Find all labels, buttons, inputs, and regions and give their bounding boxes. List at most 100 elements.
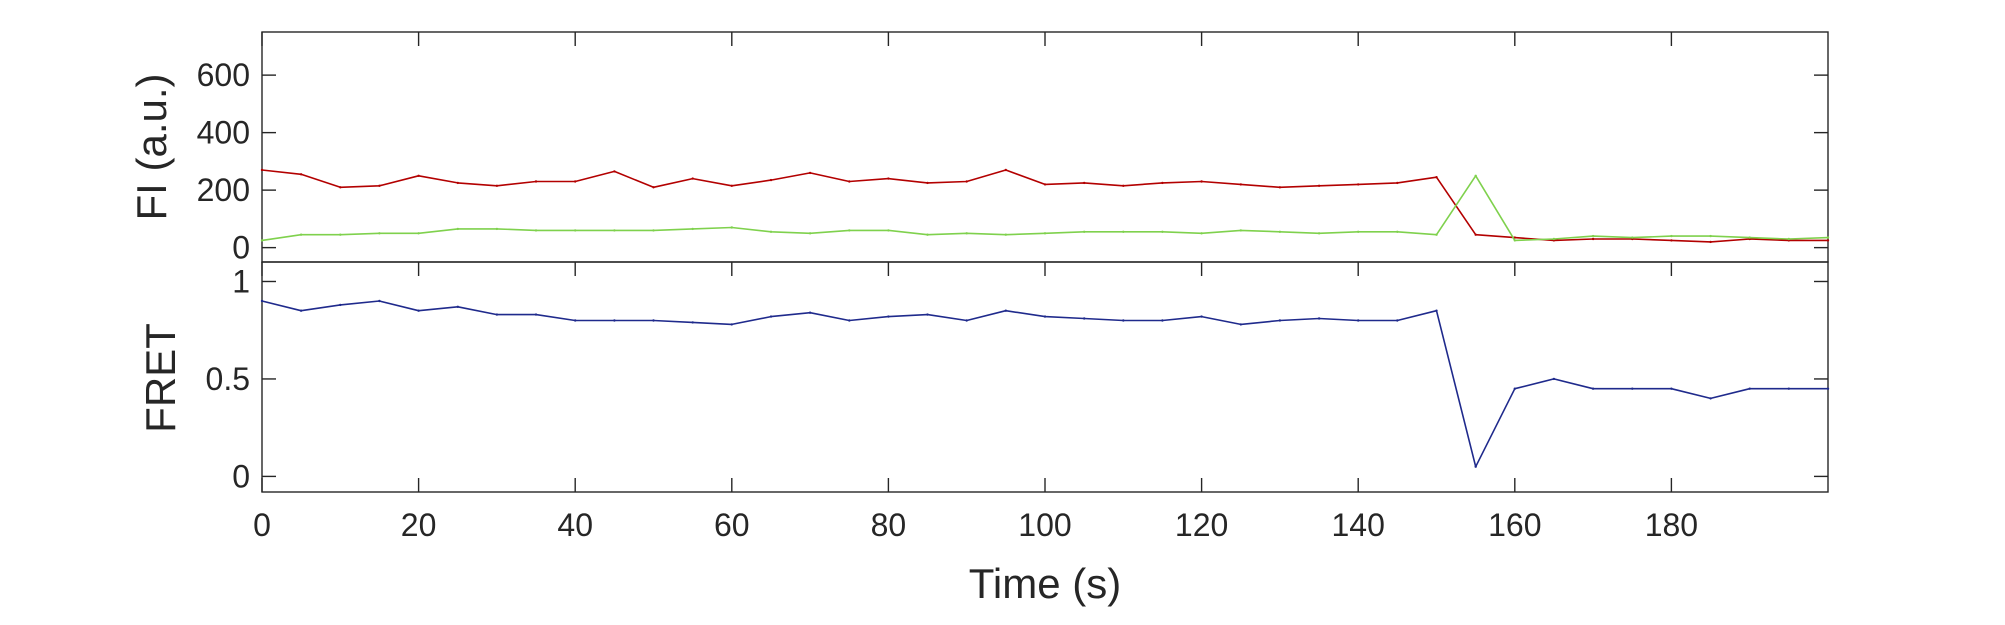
fluorescence-series-1-point <box>808 232 812 235</box>
fluorescence-y-tick-label: 0 <box>232 230 250 266</box>
fret-series-0-point <box>1161 319 1164 322</box>
fluorescence-series-1-point <box>926 233 929 236</box>
fluorescence-series-0-point <box>1122 184 1125 187</box>
fluorescence-series-0-point <box>1591 237 1595 241</box>
fluorescence-series-0-point <box>534 180 538 183</box>
fluorescence-series-0-point <box>730 184 733 187</box>
fret-series-0-point <box>965 319 968 322</box>
fret-series-group <box>260 299 1830 468</box>
fluorescence-series-0-point <box>1670 239 1673 242</box>
fluorescence-series-0-point <box>1239 183 1243 186</box>
fluorescence-series-0-point <box>1200 180 1203 183</box>
fret-series-0-point <box>1474 465 1477 468</box>
fluorescence-series-1-point <box>1513 239 1517 242</box>
fret-series-0-point <box>574 319 577 322</box>
fret-series-0-point <box>1826 387 1830 390</box>
fluorescence-series-1-point <box>299 233 303 236</box>
fluorescence-series-0-point <box>887 177 890 180</box>
fluorescence-series-1-point <box>1748 236 1751 239</box>
fret-series-0-point <box>1787 387 1791 390</box>
time-x-axis-title: Time (s) <box>969 560 1121 607</box>
fluorescence-series-0-point <box>1004 168 1007 172</box>
fluorescence-series-1-point <box>456 227 459 231</box>
fret-series-0-point <box>691 321 694 324</box>
fluorescence-series-0-point <box>1474 233 1477 236</box>
fluorescence-series-0-point <box>769 178 773 182</box>
fluorescence-series-1-point <box>1357 230 1360 233</box>
fluorescence-series-0-point <box>1826 239 1830 242</box>
time-x-tick-label: 160 <box>1488 507 1541 543</box>
fret-series-0-point <box>769 315 773 318</box>
fret-series-0-point <box>1278 319 1282 322</box>
fret-series-0-point <box>1200 315 1203 318</box>
time-x-tick-label: 100 <box>1018 507 1071 543</box>
fret-series-0-point <box>299 309 303 312</box>
time-x-ticks: 0 20 40 60 80 100 120 140 160 180 <box>253 262 1698 543</box>
fluorescence-series-1-point <box>495 227 499 231</box>
fluorescence-series-1-point <box>378 232 381 235</box>
fret-series-0-point <box>260 299 264 303</box>
fret-series-0-point <box>887 315 890 318</box>
fret-series-0-point <box>1043 315 1047 318</box>
fluorescence-y-tick-label: 400 <box>197 115 250 151</box>
fluorescence-series-0-point <box>1043 183 1047 186</box>
fluorescence-series-1-point <box>613 229 616 232</box>
fret-y-tick-label: 0 <box>232 458 250 494</box>
fluorescence-series-0-point <box>456 181 459 185</box>
fret-series-0-point <box>808 311 812 314</box>
fluorescence-series-0-point <box>613 170 616 173</box>
time-x-tick-label: 20 <box>401 507 437 543</box>
fluorescence-series-1-point <box>965 232 968 235</box>
fluorescence-series-0-point <box>691 177 694 180</box>
fret-series-0-point <box>1748 387 1751 390</box>
fluorescence-series-0-point <box>260 168 264 172</box>
fret-series-0-point <box>730 323 733 326</box>
fluorescence-series-1-point <box>534 229 538 232</box>
fret-series-0 <box>261 300 1828 468</box>
fluorescence-series-1-point <box>887 229 890 232</box>
fret-series-0-point <box>1435 309 1438 312</box>
fret-series-0-point <box>417 309 420 312</box>
time-x-tick-label: 40 <box>557 507 593 543</box>
time-x-tick-label: 180 <box>1645 507 1698 543</box>
fluorescence-series-1-point <box>1239 229 1243 232</box>
fret-series-0-point <box>1004 309 1007 312</box>
time-x-tick-label: 80 <box>871 507 907 543</box>
fret-series-0-point <box>495 313 499 316</box>
fluorescence-series-1-point <box>1317 232 1321 235</box>
fret-panel: 00.51 0 20 40 60 80 100 120 140 160 180 FRET Time… <box>137 261 1830 607</box>
fluorescence-series-0-point <box>1083 181 1086 185</box>
fret-y-tick-label: 1 <box>232 263 250 299</box>
fluorescence-y-tick-label: 200 <box>197 172 250 208</box>
fluorescence-series-0-point <box>1278 186 1282 189</box>
fluorescence-series-1-point <box>691 227 694 231</box>
fret-series-0-point <box>1709 397 1712 400</box>
time-x-tick-label: 140 <box>1332 507 1385 543</box>
fluorescence-series-1-point <box>1083 230 1086 233</box>
fluorescence-series-0-point <box>1435 176 1438 179</box>
fluorescence-series-0-point <box>339 186 342 189</box>
time-x-tick-label: 60 <box>714 507 750 543</box>
fluorescence-series-1-point <box>1200 232 1203 235</box>
fluorescence-series-1-point <box>1787 237 1791 241</box>
fluorescence-series-1-point <box>1826 236 1830 239</box>
fluorescence-series-0-point <box>1709 240 1712 244</box>
fluorescence-panel: 0 200 400 600 FI (a.u.) <box>128 31 1830 266</box>
fluorescence-series-0 <box>261 169 1828 243</box>
fluorescence-series-1-point <box>1435 233 1438 236</box>
fluorescence-series-1-point <box>652 229 655 232</box>
fret-series-0-point <box>339 303 342 307</box>
fret-series-0-point <box>1591 387 1595 390</box>
time-x-tick-label: 0 <box>253 507 271 543</box>
fluorescence-series-0-point <box>495 184 499 187</box>
fluorescence-series-1-point <box>339 233 342 236</box>
fluorescence-series-1-point <box>848 229 851 232</box>
fret-series-0-point <box>1396 319 1399 322</box>
time-x-tick-label: 120 <box>1175 507 1228 543</box>
fluorescence-series-0-point <box>965 180 968 183</box>
fluorescence-series-0-point <box>926 181 929 185</box>
fret-series-0-point <box>613 319 616 322</box>
fluorescence-series-group <box>260 168 1830 244</box>
fluorescence-series-1-point <box>1552 237 1556 241</box>
